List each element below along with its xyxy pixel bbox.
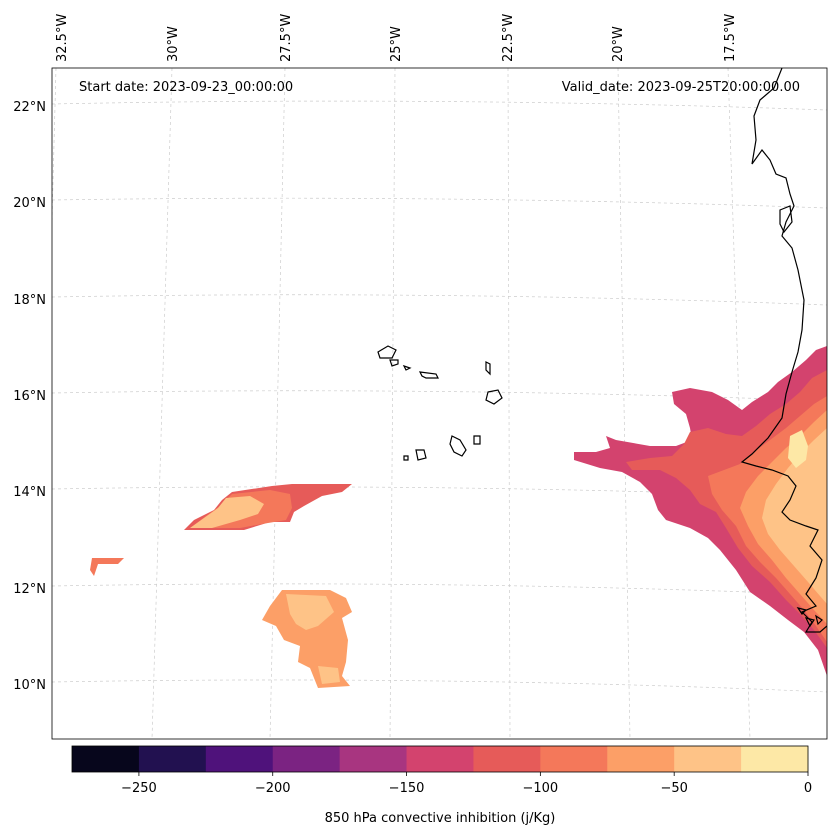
- map-frame: [51, 67, 828, 740]
- parallel-18n: [52, 294, 827, 306]
- parallel-10n: [52, 679, 827, 693]
- island-santo-antao: [377, 345, 397, 359]
- meridian-22-5w: [507, 68, 511, 739]
- contour-east-pale: [762, 428, 827, 604]
- parallel-20n: [52, 197, 827, 209]
- island-brava: [403, 455, 409, 461]
- island-santa-luzia: [402, 364, 412, 371]
- colorbar-swatch: [205, 746, 274, 772]
- meridian-27-5w: [269, 68, 286, 739]
- meridian-30w: [151, 68, 173, 739]
- contour-sw-11n-inner: [286, 594, 334, 630]
- island-santiago: [449, 435, 467, 457]
- lon-label-20w: 20°W: [611, 26, 626, 62]
- lat-label-22n: 22°N: [13, 100, 46, 115]
- colorbar-swatch: [607, 746, 675, 772]
- parallel-16n: [52, 390, 827, 402]
- bissagos-islands: [796, 607, 823, 628]
- island-boa-vista: [485, 389, 503, 405]
- colorbar-tick-label: −100: [523, 781, 559, 796]
- parallel-14n: [52, 486, 827, 499]
- lat-label-18n: 18°N: [13, 293, 46, 308]
- parallel-12n: [52, 583, 827, 596]
- colorbar-tick-label: −200: [255, 781, 291, 796]
- start-date-label: Start date: 2023-09-23_00:00:00: [79, 80, 293, 95]
- coastline-west-africa: [740, 68, 827, 633]
- colorbar-swatch: [674, 746, 742, 772]
- lon-labels: 32.5°W 30°W 27.5°W 25°W 22.5°W 20°W 17.5…: [55, 14, 738, 62]
- island-maio: [473, 435, 481, 445]
- lon-label-22-5w: 22.5°W: [501, 14, 516, 62]
- contour-east-palest: [788, 430, 808, 468]
- meridian-17-5w: [727, 68, 751, 739]
- contour-sw-11n-inner2: [318, 666, 340, 684]
- colorbar-tick-label: −50: [660, 781, 687, 796]
- colorbar-swatch: [540, 746, 608, 772]
- lat-label-20n: 20°N: [13, 196, 46, 211]
- island-sao-vicente: [389, 359, 399, 367]
- contour-small-12-5n: [90, 558, 124, 576]
- lat-label-10n: 10°N: [13, 678, 46, 693]
- coastlines: [377, 68, 827, 633]
- colorbar-swatch: [406, 746, 474, 772]
- meridian-20w: [617, 68, 631, 739]
- island-fogo: [415, 449, 427, 461]
- lon-label-27-5w: 27.5°W: [279, 14, 294, 62]
- colorbar-tick-label: 0: [804, 781, 812, 796]
- colorbar-label: 850 hPa convective inhibition (j/Kg): [325, 811, 556, 826]
- lat-label-12n: 12°N: [13, 582, 46, 597]
- contour-west-14n-inner: [190, 496, 264, 528]
- island-sal: [485, 361, 491, 376]
- lat-labels: 22°N 20°N 18°N 16°N 14°N 12°N 10°N: [13, 100, 46, 693]
- colorbar-tick-label: −150: [389, 781, 425, 796]
- colorbar-border: [71, 745, 809, 773]
- parallel-22n: [52, 100, 827, 111]
- lon-label-32-5w: 32.5°W: [55, 14, 70, 62]
- meridian-25w: [389, 68, 396, 739]
- lat-label-14n: 14°N: [13, 485, 46, 500]
- colorbar-swatch: [473, 746, 541, 772]
- island-sao-nicolau: [418, 371, 439, 379]
- valid-date-label: Valid_date: 2023-09-25T20:00:00.00: [562, 80, 800, 95]
- colorbar-swatch: [741, 746, 809, 772]
- colorbar: [71, 745, 809, 773]
- lon-label-25w: 25°W: [389, 26, 404, 62]
- meridian-32-5w: [52, 68, 57, 221]
- colorbar-tick-label: −250: [121, 781, 157, 796]
- colorbar-swatch: [138, 746, 207, 772]
- graticule: [52, 68, 827, 739]
- lon-label-30w: 30°W: [166, 26, 181, 62]
- colorbar-swatch: [272, 746, 341, 772]
- lat-label-16n: 16°N: [13, 389, 46, 404]
- colorbar-swatch: [72, 746, 140, 772]
- colorbar-ticks: −250 −200 −150 −100 −50 0: [121, 772, 812, 796]
- contour-fills: [90, 346, 827, 688]
- coast-cape-blanc: [779, 205, 793, 234]
- colorbar-swatch: [339, 746, 408, 772]
- lon-label-17-5w: 17.5°W: [723, 14, 738, 62]
